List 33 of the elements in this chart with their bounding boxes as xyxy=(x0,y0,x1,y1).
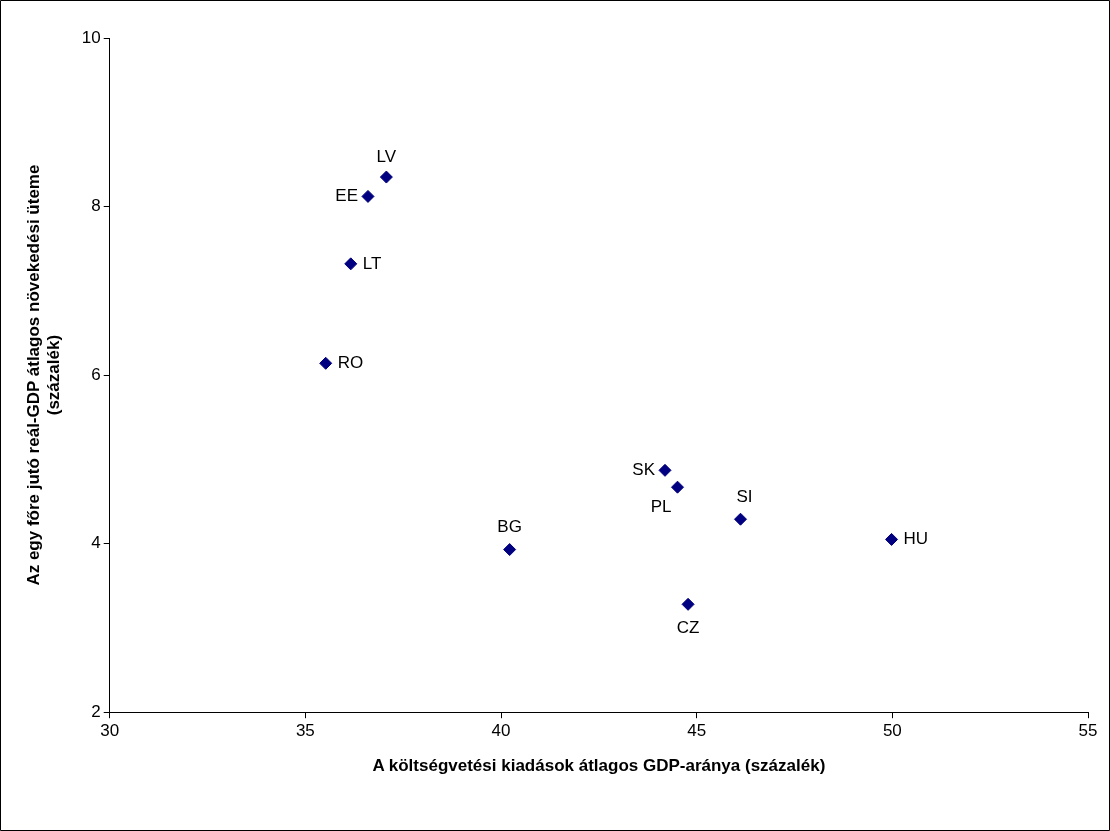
annotation: LT xyxy=(362,253,382,273)
annotation: LV xyxy=(376,146,397,166)
y-tick-label: 4 xyxy=(91,533,101,553)
x-axis-title: A költségvetési kiadások átlagos GDP-aránya (százalék) xyxy=(372,756,826,776)
point xyxy=(344,257,358,271)
point xyxy=(681,597,695,611)
x-tick-label: 50 xyxy=(882,721,902,741)
y-tick-label: 2 xyxy=(91,701,101,721)
x-tick-label: 40 xyxy=(491,721,511,741)
point xyxy=(379,170,393,184)
annotation: BG xyxy=(497,517,522,537)
point xyxy=(734,512,748,526)
y-axis-title: Az egy főre jutó reál-GDP átlagos növekedési üteme (százalék) xyxy=(23,164,64,586)
point xyxy=(503,543,517,557)
annotation: EE xyxy=(335,186,358,206)
x-tick-label: 30 xyxy=(100,721,120,741)
point xyxy=(658,463,672,477)
point xyxy=(319,356,333,370)
annotation: PL xyxy=(650,496,672,516)
point xyxy=(885,532,899,546)
x-tick-label: 55 xyxy=(1078,721,1098,741)
y-tick-label: 10 xyxy=(81,27,101,47)
annotation: SI xyxy=(736,486,753,506)
y-tick-label: 6 xyxy=(91,364,101,384)
point xyxy=(361,189,375,203)
annotation: HU xyxy=(903,529,929,549)
x-tick-label: 45 xyxy=(687,721,707,741)
annotation: SK xyxy=(632,460,656,480)
point xyxy=(671,480,685,494)
x-tick-label: 35 xyxy=(295,721,315,741)
annotation: RO xyxy=(337,352,364,372)
annotation: CZ xyxy=(676,618,700,638)
y-tick-label: 8 xyxy=(91,196,101,216)
